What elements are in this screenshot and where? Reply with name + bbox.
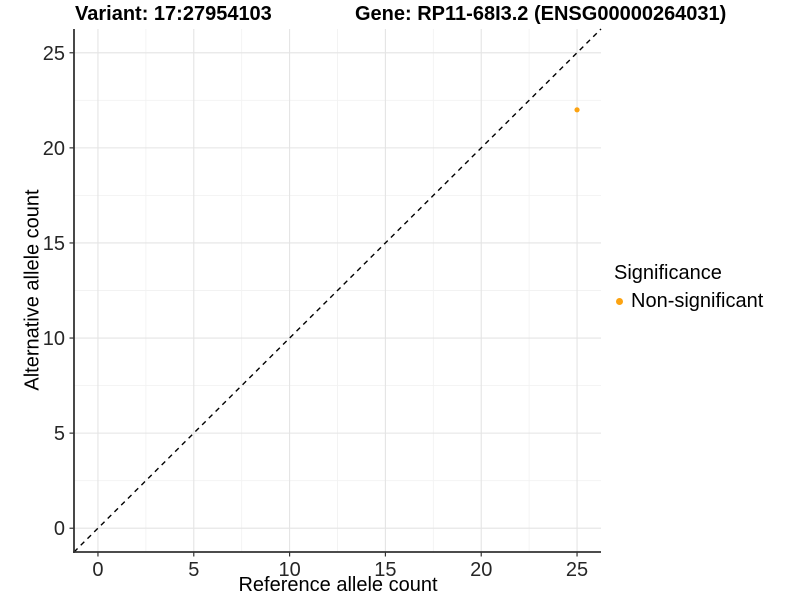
svg-text:25: 25: [566, 559, 588, 581]
svg-text:15: 15: [43, 233, 65, 255]
svg-text:5: 5: [54, 423, 65, 445]
legend-point-icon: [616, 297, 623, 305]
svg-text:0: 0: [54, 518, 65, 540]
legend-item-non-significant: Non-significant: [614, 290, 763, 312]
variant-title: Variant: 17:27954103: [75, 3, 272, 25]
svg-text:10: 10: [43, 328, 65, 350]
svg-text:10: 10: [278, 559, 300, 581]
svg-text:25: 25: [43, 43, 65, 65]
svg-text:20: 20: [43, 138, 65, 160]
y-axis-title: Alternative allele count: [21, 189, 44, 391]
svg-text:0: 0: [92, 559, 103, 581]
gene-title: Gene: RP11-68I3.2 (ENSG00000264031): [355, 3, 727, 25]
x-axis-title: Reference allele count: [238, 574, 438, 596]
svg-text:5: 5: [188, 559, 199, 581]
legend-title: Significance: [614, 262, 722, 284]
legend-item-label: Non-significant: [631, 290, 764, 312]
svg-text:15: 15: [374, 559, 396, 581]
legend: Significance Non-significant: [614, 262, 763, 312]
svg-text:20: 20: [470, 559, 492, 581]
